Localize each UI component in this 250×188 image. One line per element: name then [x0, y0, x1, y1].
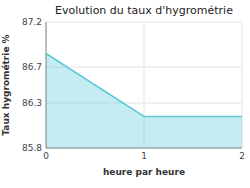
y-axis-line — [46, 22, 47, 148]
x-tick-label: 2 — [239, 151, 245, 161]
grid — [46, 22, 242, 148]
y-tick-label: 85.8 — [22, 143, 42, 153]
y-axis-label: Taux hygrométrie % — [1, 34, 11, 135]
grid-line-x — [46, 22, 47, 148]
y-tick-label: 86.3 — [22, 98, 42, 108]
y-tick-label: 86.7 — [22, 62, 42, 72]
y-tick-label: 87.2 — [22, 17, 42, 27]
plot-area — [46, 54, 242, 149]
title: Evolution du taux d'hygrométrie — [55, 4, 233, 17]
x-axis-label: heure par heure — [103, 167, 185, 177]
area-fill — [46, 54, 242, 149]
chart-container: 85.8 86.3 86.7 87.2 0 1 2 Evolution du taux d'h… — [0, 0, 250, 188]
x-axis-line — [46, 148, 242, 149]
grid-line-y — [46, 148, 242, 149]
line — [46, 54, 242, 117]
axes: 85.8 86.3 86.7 87.2 0 1 2 — [22, 17, 245, 161]
x-tick-label: 1 — [141, 151, 147, 161]
x-tick-label: 0 — [43, 151, 49, 161]
chart-svg: 85.8 86.3 86.7 87.2 0 1 2 Evolution du taux d'h… — [0, 0, 250, 188]
